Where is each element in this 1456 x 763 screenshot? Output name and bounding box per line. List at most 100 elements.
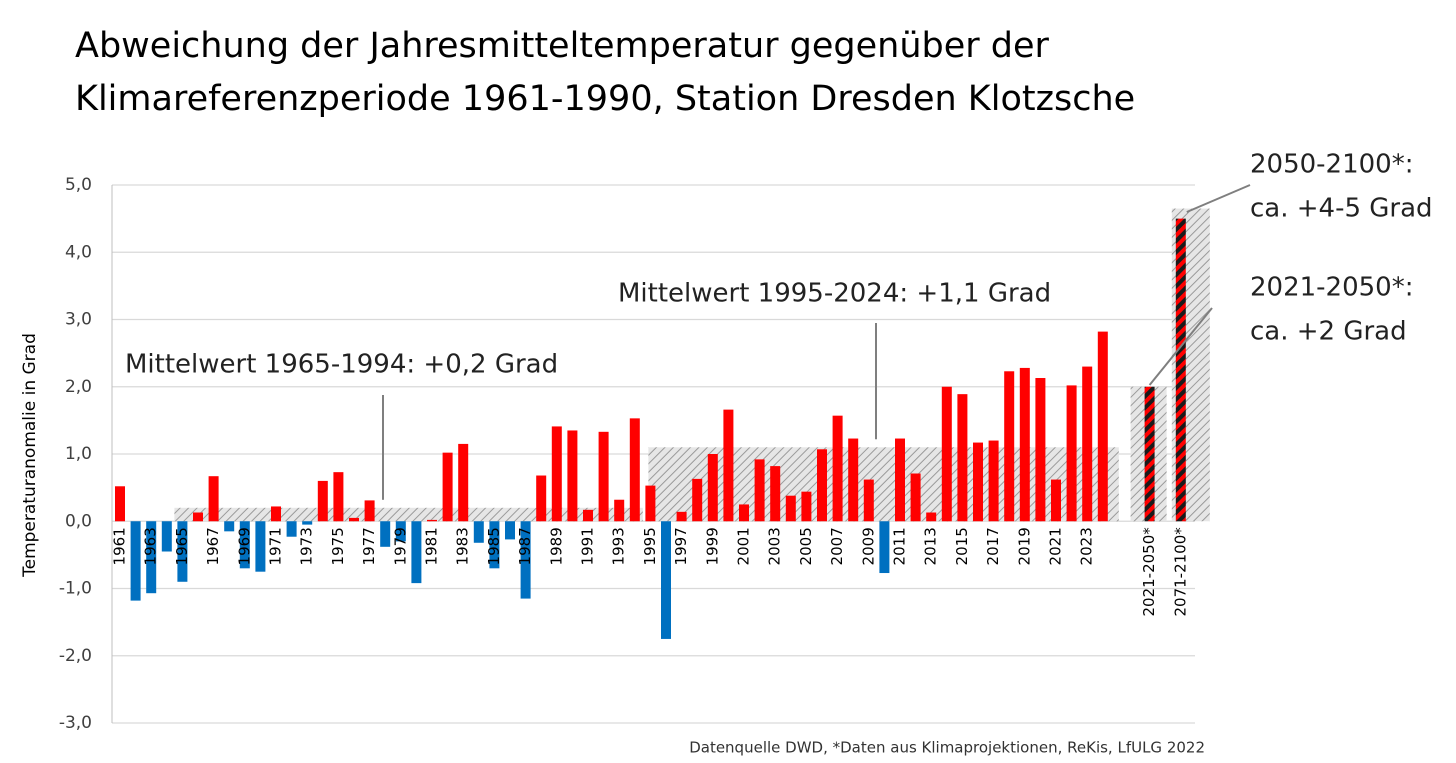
x-tick-label: 2017	[984, 527, 1002, 565]
bar	[239, 521, 250, 569]
y-tick-label: -1,0	[59, 579, 92, 599]
bar	[879, 521, 890, 574]
bar	[1066, 385, 1077, 522]
x-tick-label: 2013	[922, 527, 940, 565]
bar	[442, 452, 453, 522]
x-tick-label: 1991	[579, 527, 597, 565]
bar	[317, 480, 328, 522]
connector	[1186, 184, 1251, 213]
y-tick-label: 0,0	[65, 511, 92, 531]
bar	[707, 454, 718, 522]
x-tick-label: 1971	[267, 527, 285, 565]
bar	[973, 442, 983, 522]
x-tick-label: 2021-2050*	[1140, 527, 1158, 617]
bar	[723, 409, 734, 522]
x-tick-label: 2005	[797, 527, 815, 565]
bar	[1019, 367, 1030, 522]
y-tick-label: 5,0	[65, 175, 92, 195]
bar	[146, 521, 157, 594]
mean-band	[648, 447, 1119, 522]
x-tick-label: 1979	[391, 527, 409, 565]
bar	[910, 473, 921, 522]
bar	[848, 438, 859, 522]
bar	[567, 430, 578, 522]
bar	[193, 512, 203, 522]
bar	[676, 511, 687, 522]
y-tick-label: 1,0	[65, 444, 92, 464]
x-tick-label: 1987	[516, 527, 534, 565]
bar	[770, 466, 781, 522]
chart-title: Abweichung der Jahresmitteltemperatur ge…	[75, 26, 1050, 66]
x-tick-label: 2007	[828, 527, 846, 565]
bar	[1175, 218, 1186, 522]
bar	[957, 394, 968, 522]
bar	[255, 521, 266, 572]
y-tick-label: 3,0	[65, 310, 92, 330]
source-note: Datenquelle DWD, *Daten aus Klimaprojekt…	[689, 739, 1205, 757]
bar	[302, 521, 313, 525]
x-tick-label: 1997	[672, 527, 690, 565]
bar	[739, 504, 749, 522]
bar	[380, 521, 391, 547]
bar	[661, 521, 671, 639]
x-tick-label: 1989	[547, 527, 565, 565]
x-tick-label: 1977	[360, 527, 378, 565]
x-tick-label: 2023	[1078, 527, 1096, 565]
bar	[1004, 371, 1015, 522]
x-tick-label: 1965	[173, 527, 191, 565]
bar	[286, 521, 297, 537]
bar	[629, 418, 640, 522]
bar	[473, 521, 484, 543]
x-tick-label: 1993	[610, 527, 628, 565]
bar	[161, 521, 172, 552]
x-tick-label: 1967	[204, 527, 222, 565]
y-tick-label: -3,0	[59, 713, 92, 733]
band-label: 2050-2100*:	[1250, 150, 1413, 180]
x-tick-label: 2021	[1047, 527, 1065, 565]
bar	[177, 521, 188, 582]
bar	[505, 521, 515, 540]
y-tick-label: 4,0	[65, 242, 92, 262]
bar	[926, 512, 937, 522]
x-tick-label: 2015	[953, 527, 971, 565]
y-tick-label: 2,0	[65, 377, 92, 397]
x-tick-label: 1985	[485, 527, 503, 565]
x-tick-label: 1975	[329, 527, 347, 565]
bar	[863, 479, 874, 522]
bar	[130, 521, 141, 601]
bar	[754, 459, 765, 522]
bar	[489, 521, 500, 569]
band-label: ca. +4-5 Grad	[1250, 194, 1433, 224]
bar	[458, 443, 469, 522]
bar	[224, 521, 235, 532]
bar	[1082, 366, 1093, 522]
bar	[988, 440, 999, 522]
bar	[801, 491, 812, 522]
bar	[271, 506, 281, 522]
x-tick-label: 1973	[298, 527, 316, 565]
bar	[645, 485, 656, 522]
chart-title: Klimareferenzperiode 1961-1990, Station …	[75, 79, 1135, 119]
bar	[115, 486, 125, 522]
x-tick-label: 1981	[423, 527, 441, 565]
bar	[692, 478, 703, 522]
bar	[427, 519, 437, 522]
bar	[832, 415, 843, 522]
bar	[536, 475, 547, 522]
band-label: Mittelwert 1965-1994: +0,2 Grad	[125, 350, 558, 380]
bar	[598, 431, 609, 522]
bar	[1097, 331, 1108, 522]
x-tick-label: 1999	[703, 527, 721, 565]
bar	[614, 499, 625, 522]
y-axis-label: Temperaturanomalie in Grad	[20, 333, 40, 578]
x-tick-label: 1963	[142, 527, 160, 565]
x-tick-label: 2019	[1015, 527, 1033, 565]
bar	[395, 521, 406, 542]
bar	[551, 426, 562, 522]
bar	[1144, 386, 1155, 522]
bar	[1035, 378, 1046, 522]
bar	[817, 449, 827, 522]
band-label: 2021-2050*:	[1250, 273, 1413, 303]
bar	[1051, 479, 1061, 522]
bar	[520, 521, 531, 599]
